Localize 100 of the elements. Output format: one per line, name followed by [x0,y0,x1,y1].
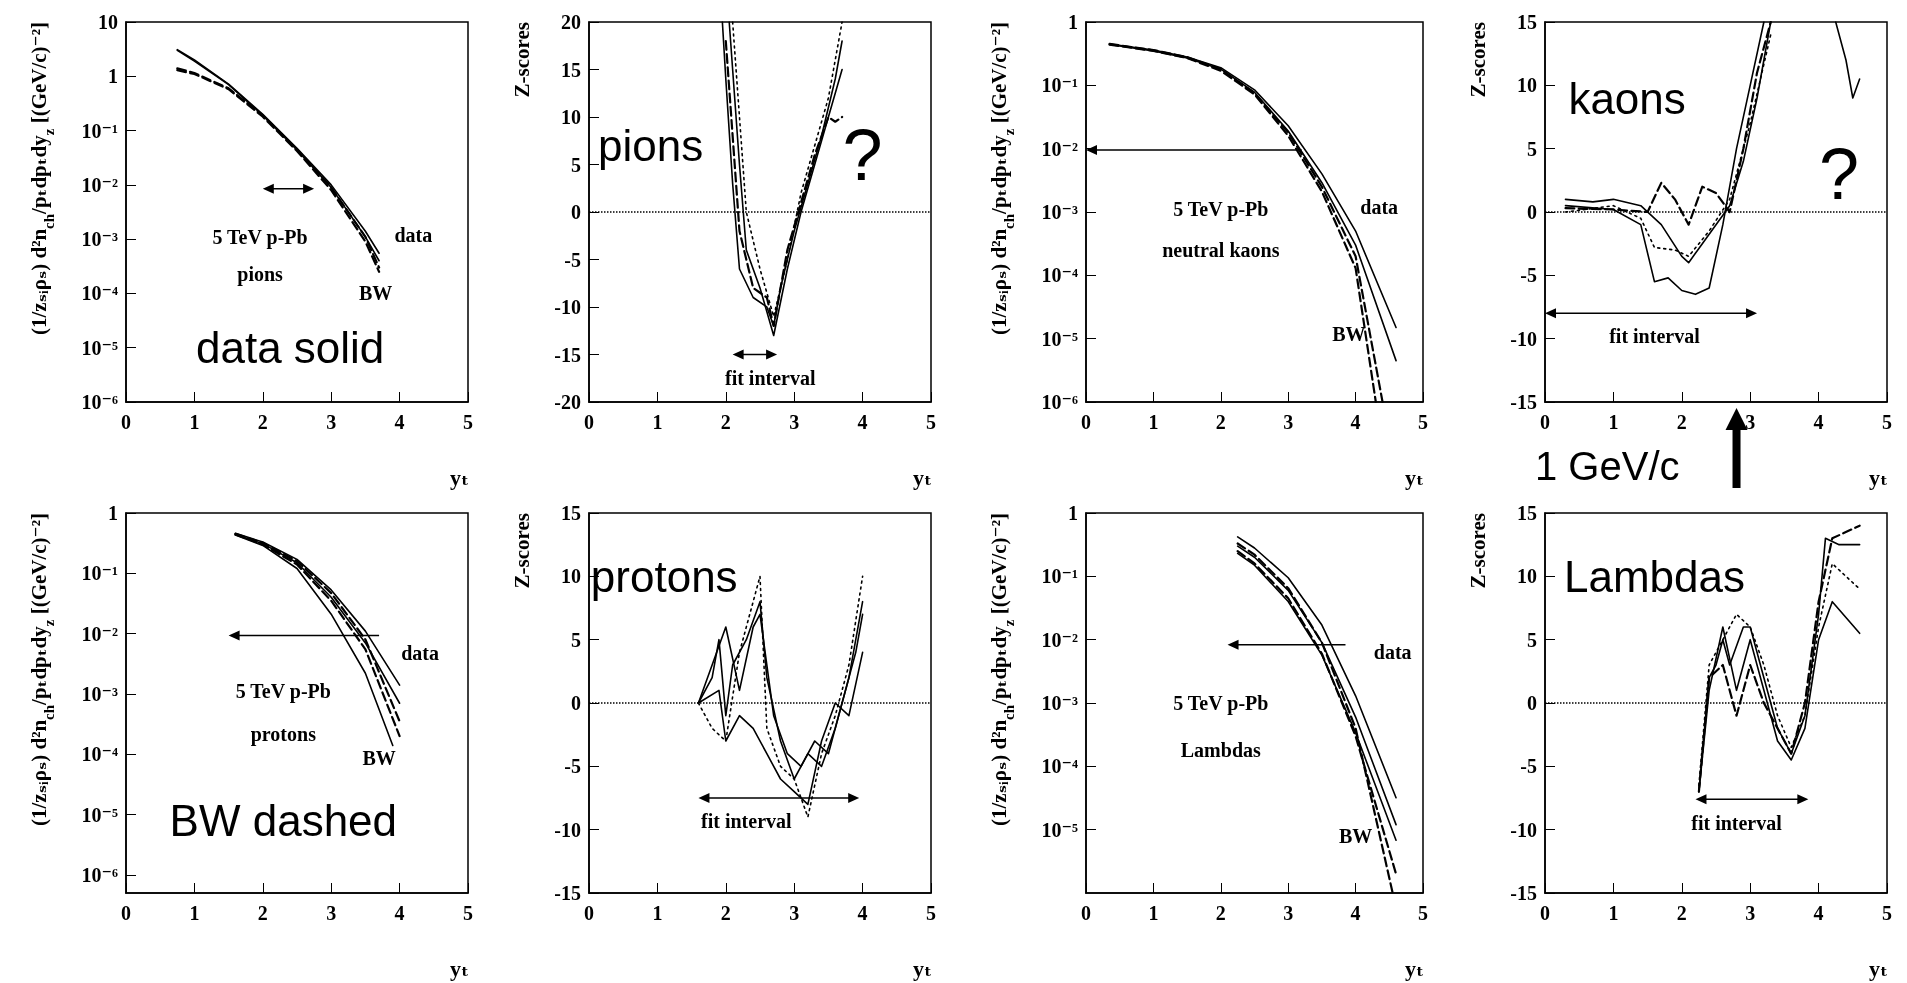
x-tick-label: 3 [326,902,337,924]
annotation: Lambdas [1180,739,1262,762]
y-tick-label: 1 [1068,11,1078,33]
y-tick-label: 10 [561,106,581,128]
annotation: Lambdas [1563,551,1745,601]
y-axis-title: Z-scores [510,22,534,98]
x-tick-label: 2 [1676,902,1687,924]
x-tick-label: 4 [1813,902,1824,924]
y-tick-label: 10⁻⁵ [1041,818,1078,841]
annotation: 5 TeV p-Pb [235,680,331,704]
y-axis-title: Z-scores [1466,22,1490,98]
x-tick-label: 4 [1813,411,1824,433]
annotation: 5 TeV p-Pb [1173,198,1269,222]
y-tick-label: 10⁻² [81,622,118,645]
y-tick-label: 5 [571,628,581,651]
x-tick-label: 4 [394,411,405,433]
x-axis-title: yₜ [1405,955,1425,981]
x-tick-label: 1 [1148,411,1159,433]
y-tick-label: 10⁻³ [81,682,118,705]
y-tick-label: 10 [1517,74,1537,97]
y-tick-label: 10⁻⁵ [81,336,118,359]
annotation: kaons [1568,73,1686,123]
y-tick-label: 10⁻³ [1041,201,1078,223]
x-tick-label: 4 [394,902,405,924]
x-tick-label: 3 [326,411,337,433]
x-tick-label: 4 [857,411,868,433]
x-tick-label: 3 [1745,411,1756,433]
y-tick-label: 15 [1517,11,1537,33]
y-tick-label: 10⁻¹ [81,562,118,585]
x-axis-title: yₜ [1405,464,1425,490]
x-tick-label: 3 [1745,902,1756,924]
annotation: fit interval [724,367,816,390]
y-tick-label: 10⁻⁴ [1041,264,1078,287]
y-tick-label: 10⁻⁶ [81,863,118,886]
annotation: data [1360,195,1399,218]
y-tick-label: 10⁻⁴ [1041,755,1078,778]
y-tick-label: 10 [98,11,118,33]
y-tick-label: 0 [571,201,581,223]
y-tick-label: 15 [561,58,581,81]
x-tick-label: 1 [189,902,200,924]
annotation: BW dashed [169,796,398,846]
x-tick-label: 2 [257,411,268,433]
y-tick-label: 10⁻⁵ [1041,327,1078,350]
x-tick-label: 2 [720,902,731,924]
x-tick-label: 1 [1608,902,1619,924]
y-tick-label: 10⁻² [81,173,118,196]
x-tick-label: 2 [257,902,268,924]
x-tick-label: 1 [189,411,200,433]
y-tick-label: -15 [554,882,581,904]
x-tick-label: 5 [1418,411,1428,433]
x-axis-title: yₜ [1869,464,1889,490]
x-tick-label: 5 [1882,902,1892,924]
x-tick-label: 5 [1882,411,1892,433]
y-tick-label: 10⁻² [1041,137,1078,160]
y-tick-label: -5 [1520,755,1537,778]
x-tick-label: 5 [1418,902,1428,924]
y-tick-label: -5 [564,248,581,271]
y-tick-label: 10⁻² [1041,628,1078,651]
y-tick-label: 10⁻⁶ [81,391,118,413]
y-tick-label: 15 [1517,502,1537,524]
x-tick-label: 5 [463,902,473,924]
y-tick-label: -15 [554,343,581,366]
y-tick-label: -15 [1510,391,1537,413]
annotation: data [1373,641,1412,664]
y-tick-label: 1 [108,65,118,88]
x-tick-label: 2 [720,411,731,433]
annotation: pions [597,121,704,170]
y-tick-label: 10⁻³ [81,228,118,251]
y-tick-label: 1 [1068,502,1078,524]
annotation: 5 TeV p-Pb [212,225,308,249]
x-tick-label: 3 [789,411,800,433]
annotation: data [394,223,433,246]
x-tick-label: 5 [926,902,936,924]
y-tick-label: 5 [1527,628,1537,651]
text: 1 GeV/c [1535,444,1680,488]
x-tick-label: 2 [1676,411,1687,433]
annotation: fit interval [1691,812,1783,835]
annotation: BW [1332,322,1366,345]
x-tick-label: 5 [463,411,473,433]
annotation: neutral kaons [1162,239,1280,262]
y-tick-label: -10 [554,296,581,318]
x-tick-label: 4 [1350,411,1361,433]
x-tick-label: 1 [1148,902,1159,924]
y-tick-label: -5 [564,755,581,778]
x-tick-label: 1 [652,902,663,924]
x-tick-label: 4 [857,902,868,924]
y-tick-label: 0 [1527,201,1537,223]
annotation: BW [358,282,393,305]
annotation: fit interval [1609,325,1701,348]
x-axis-title: yₜ [913,464,933,490]
annotation: data [401,642,440,665]
annotation: protons [590,551,738,601]
annotation: data solid [195,323,385,373]
y-tick-label: 10⁻⁴ [81,743,118,766]
y-tick-label: 10⁻⁶ [1041,391,1078,413]
y-tick-label: 10⁻⁵ [81,803,118,826]
x-tick-label: 2 [1215,411,1226,433]
y-tick-label: 5 [571,153,581,176]
y-tick-label: 20 [561,11,581,33]
x-axis-title: yₜ [450,464,470,490]
